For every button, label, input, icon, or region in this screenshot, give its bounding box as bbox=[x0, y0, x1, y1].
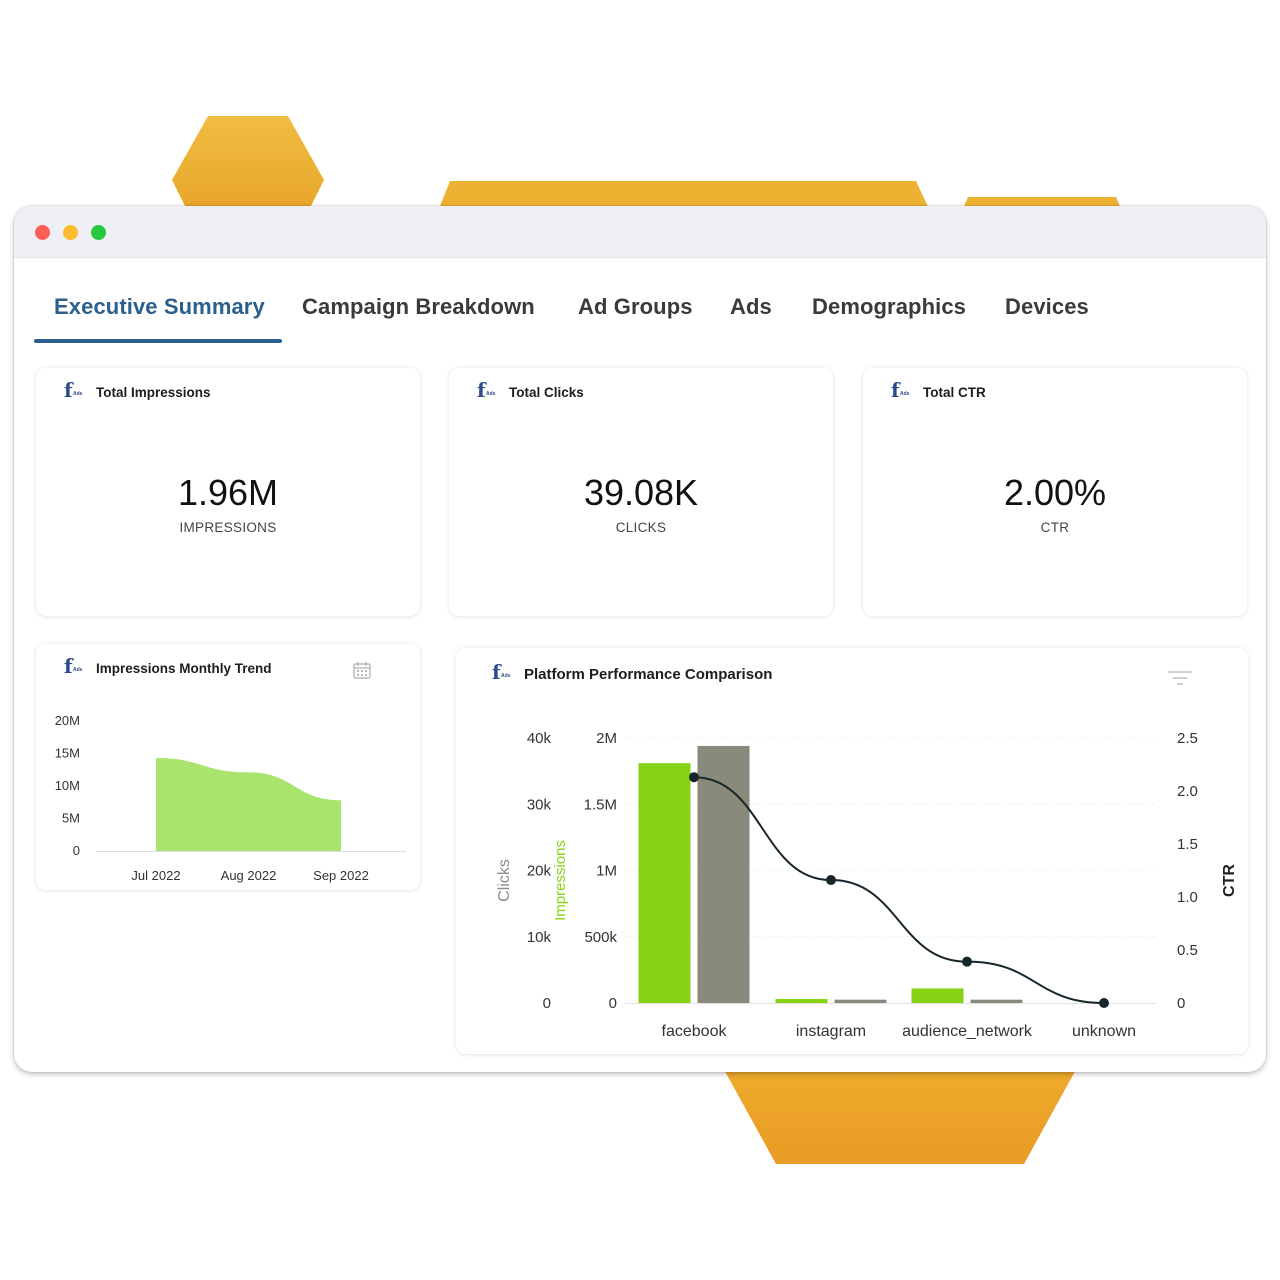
ctr-tick-label: 2.0 bbox=[1177, 783, 1198, 800]
close-window-button[interactable] bbox=[35, 225, 50, 240]
kpi-title: Total Clicks bbox=[509, 384, 584, 400]
tab-executive-summary[interactable]: Executive Summary bbox=[54, 294, 265, 319]
facebook-ads-icon: f Ads bbox=[64, 378, 83, 402]
card-header: f Ads Impressions Monthly Trend bbox=[62, 654, 272, 678]
card-header: f Ads Total CTR bbox=[889, 378, 986, 402]
clicks-tick-label: 0 bbox=[543, 995, 551, 1012]
clicks-bar bbox=[834, 999, 887, 1003]
ctr-tick-label: 0.5 bbox=[1177, 942, 1198, 959]
dashboard-tabs: Executive Summary Campaign Breakdown Ad … bbox=[14, 258, 1266, 348]
clicks-bar bbox=[970, 999, 1023, 1003]
tab-devices[interactable]: Devices bbox=[1005, 294, 1089, 319]
clicks-tick-label: 40k bbox=[527, 730, 552, 747]
ctr-point bbox=[1099, 998, 1109, 1008]
kpi-label: IMPRESSIONS bbox=[179, 520, 277, 535]
card-header: f Ads Platform Performance Comparison bbox=[490, 660, 773, 684]
calendar-icon[interactable] bbox=[352, 660, 372, 680]
ctr-tick-label: 2.5 bbox=[1177, 730, 1198, 747]
kpi-card-total-ctr: f Ads Total CTR 2.00% CTR bbox=[863, 368, 1247, 616]
category-label: audience_network bbox=[902, 1023, 1033, 1040]
ctr-point bbox=[962, 956, 972, 967]
browser-window: Executive Summary Campaign Breakdown Ad … bbox=[14, 206, 1266, 1072]
impressions-axis-title: Impressions bbox=[552, 840, 569, 921]
impressions-bar bbox=[911, 988, 964, 1003]
facebook-ads-icon: f Ads bbox=[64, 654, 83, 678]
tab-ad-groups[interactable]: Ad Groups bbox=[578, 294, 693, 319]
clicks-tick-label: 30k bbox=[527, 796, 552, 813]
maximize-window-button[interactable] bbox=[91, 225, 106, 240]
ctr-point bbox=[689, 772, 699, 783]
kpi-label: CLICKS bbox=[615, 520, 667, 535]
clicks-tick-label: 10k bbox=[527, 929, 552, 946]
ctr-point bbox=[826, 875, 836, 886]
kpi-title: Total CTR bbox=[923, 384, 986, 400]
impressions-tick-label: 0 bbox=[609, 995, 617, 1012]
ctr-tick-label: 0 bbox=[1177, 995, 1185, 1012]
y-tick-label: 0 bbox=[73, 843, 80, 858]
tab-ads[interactable]: Ads bbox=[730, 294, 772, 319]
y-tick-label: 20M bbox=[55, 713, 80, 728]
impressions-trend-chart: 0 5M 10M 15M 20M Jul 2022 Aug 2022 Sep 2022 bbox=[55, 713, 406, 883]
tab-demographics[interactable]: Demographics bbox=[812, 294, 967, 319]
x-tick-label: Jul 2022 bbox=[131, 868, 180, 883]
impressions-area bbox=[156, 758, 341, 851]
platform-performance-chart: 0 10k 20k 30k 40k 0 500k 1M 1.5M 2M 0 0.5 1.0 1.5 2.0 2… bbox=[496, 730, 1238, 1040]
clicks-tick-label: 20k bbox=[527, 863, 552, 880]
clicks-bar bbox=[697, 745, 750, 1003]
y-tick-label: 5M bbox=[62, 811, 80, 826]
category-label: facebook bbox=[662, 1023, 728, 1040]
impressions-tick-label: 1M bbox=[596, 863, 617, 880]
facebook-ads-icon: f Ads bbox=[477, 378, 496, 402]
y-tick-label: 10M bbox=[55, 778, 80, 793]
kpi-card-total-clicks: f Ads Total Clicks 39.08K CLICKS bbox=[449, 368, 833, 616]
impressions-trend-card: f Ads Impressions Monthly Trend 0 5M 10M 15M… bbox=[36, 644, 420, 890]
facebook-ads-icon: f Ads bbox=[492, 660, 511, 684]
kpi-value: 1.96M bbox=[177, 472, 279, 513]
impressions-tick-label: 2M bbox=[596, 730, 617, 747]
category-label: instagram bbox=[796, 1023, 866, 1040]
ctr-line bbox=[693, 776, 1105, 1004]
impressions-tick-label: 500k bbox=[584, 929, 617, 946]
tab-campaign-breakdown[interactable]: Campaign Breakdown bbox=[302, 294, 535, 319]
card-header: f Ads Total Impressions bbox=[62, 378, 211, 402]
kpi-title: Total Impressions bbox=[96, 384, 211, 400]
platform-performance-card: f Ads Platform Performance Comparison 0 10… bbox=[456, 648, 1248, 1054]
decorative-hexagon-bottom bbox=[722, 1066, 1078, 1164]
minimize-window-button[interactable] bbox=[63, 225, 78, 240]
impressions-bar bbox=[638, 763, 691, 1003]
facebook-ads-icon: f Ads bbox=[891, 378, 910, 402]
ctr-tick-label: 1.5 bbox=[1177, 836, 1198, 853]
x-tick-label: Aug 2022 bbox=[221, 868, 277, 883]
x-tick-label: Sep 2022 bbox=[313, 868, 369, 883]
card-title: Impressions Monthly Trend bbox=[96, 660, 272, 676]
ctr-axis-title: CTR bbox=[1221, 864, 1238, 897]
kpi-label: CTR bbox=[1040, 520, 1070, 535]
window-titlebar bbox=[14, 206, 1266, 258]
impressions-bar bbox=[775, 999, 828, 1003]
card-header: f Ads Total Clicks bbox=[475, 378, 584, 402]
clicks-axis-title: Clicks bbox=[496, 859, 513, 902]
ctr-tick-label: 1.0 bbox=[1177, 889, 1198, 906]
kpi-value: 39.08K bbox=[583, 472, 699, 513]
decorative-hexagon-top-left bbox=[172, 116, 324, 212]
active-tab-indicator bbox=[34, 339, 282, 343]
y-tick-label: 15M bbox=[55, 746, 80, 761]
filter-icon[interactable] bbox=[1166, 668, 1194, 688]
kpi-value: 2.00% bbox=[1003, 472, 1107, 513]
decorative-hexagon-top-center bbox=[438, 181, 930, 211]
card-title: Platform Performance Comparison bbox=[524, 665, 773, 683]
kpi-card-total-impressions: f Ads Total Impressions 1.96M IMPRESSIONS bbox=[36, 368, 420, 616]
impressions-tick-label: 1.5M bbox=[584, 796, 617, 813]
category-label: unknown bbox=[1072, 1023, 1136, 1040]
